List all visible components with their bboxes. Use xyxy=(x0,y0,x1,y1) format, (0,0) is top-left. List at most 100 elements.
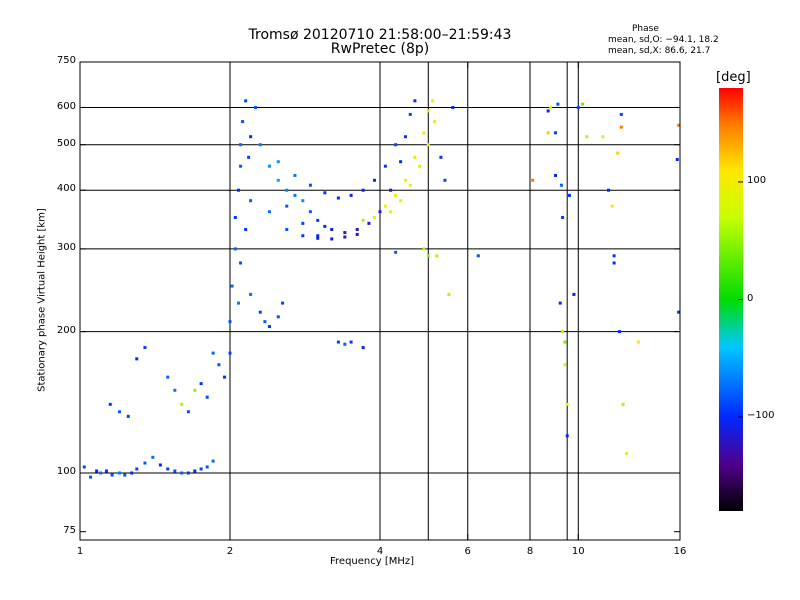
data-point xyxy=(126,414,130,418)
x-tick-label: 2 xyxy=(226,546,234,557)
data-point xyxy=(239,143,243,147)
data-point xyxy=(193,388,197,392)
data-point xyxy=(399,160,403,164)
data-point xyxy=(110,473,114,477)
data-point xyxy=(433,120,437,124)
data-point xyxy=(336,196,340,200)
phase-heading: Phase xyxy=(632,24,659,34)
phase-o-stats: mean, sd,O: −94.1, 18.2 xyxy=(608,35,719,45)
data-point xyxy=(601,135,605,139)
y-tick-label: 100 xyxy=(56,465,76,477)
data-point xyxy=(349,340,353,344)
data-point xyxy=(422,131,426,135)
data-point xyxy=(451,106,455,110)
data-point xyxy=(389,188,393,192)
x-tick-label: 16 xyxy=(673,546,687,557)
y-tick-label: 300 xyxy=(56,241,76,253)
data-point xyxy=(413,155,417,159)
data-point xyxy=(301,221,305,225)
data-point xyxy=(258,310,262,314)
data-point xyxy=(199,382,203,386)
data-point xyxy=(316,234,320,238)
data-point xyxy=(244,99,248,103)
x-tick-label: 8 xyxy=(526,546,534,557)
data-point xyxy=(276,178,280,182)
data-point xyxy=(447,292,451,296)
x-tick-label: 4 xyxy=(376,546,384,557)
data-point xyxy=(236,301,240,305)
data-point xyxy=(263,320,267,324)
data-point xyxy=(135,357,139,361)
data-point xyxy=(258,143,262,147)
data-point xyxy=(439,155,443,159)
y-axis-label: Stationary phase Virtual Height [km] xyxy=(36,208,48,392)
y-tick-label: 400 xyxy=(56,183,76,195)
data-point xyxy=(186,410,190,414)
data-point xyxy=(301,234,305,238)
data-point xyxy=(173,388,177,392)
data-point xyxy=(394,193,398,197)
data-point xyxy=(158,463,162,467)
data-point xyxy=(330,237,334,241)
data-point xyxy=(343,342,347,346)
data-point xyxy=(308,183,312,187)
data-point xyxy=(426,109,430,113)
data-point xyxy=(581,102,585,106)
data-point xyxy=(619,125,623,129)
data-point xyxy=(228,320,232,324)
colorbar-unit-label: [deg] xyxy=(716,70,751,85)
data-point xyxy=(330,227,334,231)
data-point xyxy=(205,395,209,399)
data-point xyxy=(443,178,447,182)
data-point xyxy=(241,120,245,124)
data-point xyxy=(135,467,139,471)
data-point xyxy=(413,99,417,103)
data-point xyxy=(367,221,371,225)
data-point xyxy=(361,188,365,192)
data-point xyxy=(403,135,407,139)
y-tick-label: 200 xyxy=(56,324,76,336)
data-point xyxy=(267,325,271,329)
data-point xyxy=(285,204,289,208)
data-point xyxy=(253,106,257,110)
data-point xyxy=(355,232,359,236)
data-point xyxy=(677,310,681,314)
data-point xyxy=(193,469,197,473)
data-point xyxy=(675,158,679,162)
phase-x-stats: mean, sd,X: 86.6, 21.7 xyxy=(608,46,711,56)
data-point xyxy=(361,218,365,222)
data-point xyxy=(619,112,623,116)
colorbar-tick-label: 100 xyxy=(747,175,767,186)
data-point xyxy=(383,164,387,168)
data-point xyxy=(565,402,569,406)
data-point xyxy=(173,469,177,473)
data-point xyxy=(323,191,327,195)
data-point xyxy=(558,301,562,305)
data-point xyxy=(417,164,421,168)
data-point xyxy=(561,215,565,219)
data-point xyxy=(166,467,170,471)
data-point xyxy=(563,340,567,344)
data-point xyxy=(349,193,353,197)
data-point xyxy=(99,471,103,475)
data-point xyxy=(426,254,430,258)
data-point xyxy=(233,247,237,251)
data-point xyxy=(373,215,377,219)
data-point xyxy=(104,469,108,473)
data-point xyxy=(355,227,359,231)
data-point xyxy=(531,178,535,182)
data-point xyxy=(276,160,280,164)
data-point xyxy=(211,351,215,355)
plot-frame xyxy=(79,61,681,541)
data-point xyxy=(117,410,121,414)
data-point xyxy=(549,106,553,110)
data-point xyxy=(383,204,387,208)
data-point xyxy=(130,471,134,475)
data-point xyxy=(166,375,170,379)
x-tick-label: 1 xyxy=(76,546,84,557)
data-point xyxy=(249,199,253,203)
data-point xyxy=(625,452,629,456)
y-tick-label: 750 xyxy=(56,55,76,66)
data-point xyxy=(546,131,550,135)
